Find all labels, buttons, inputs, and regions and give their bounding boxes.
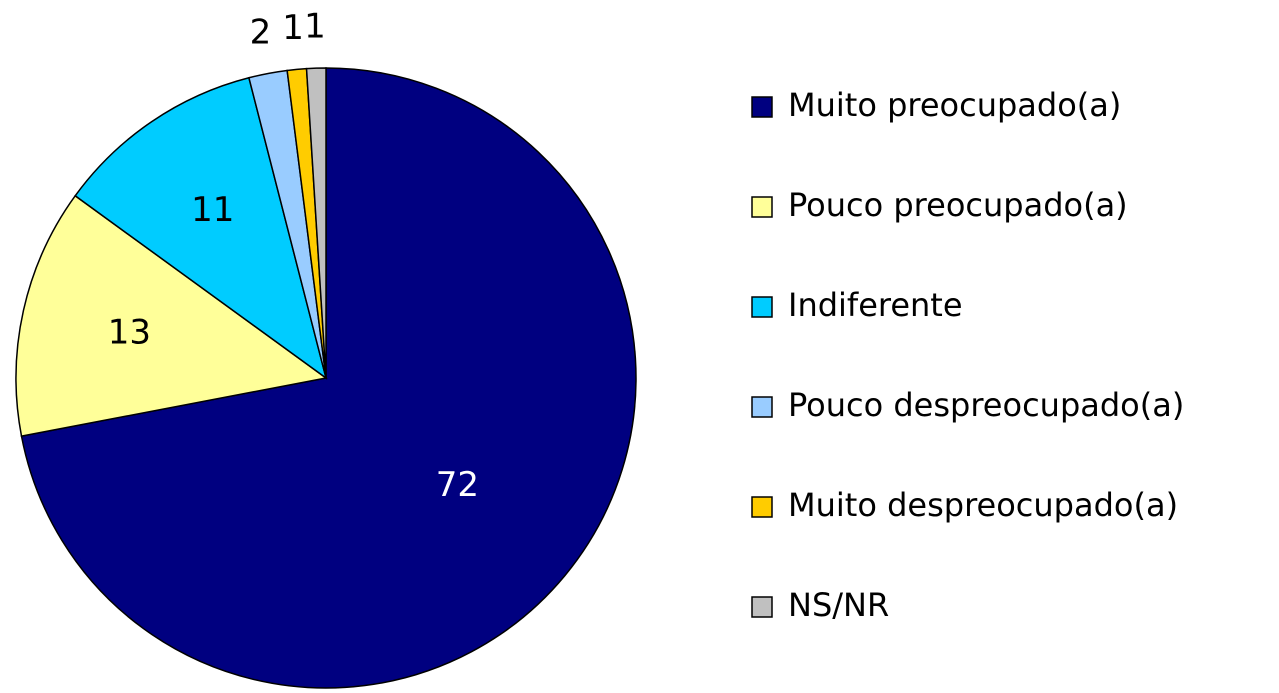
pie-slice — [20, 67, 637, 689]
data-label: 13 — [108, 313, 151, 353]
data-label: 1 — [304, 7, 326, 47]
legend-label: Muito preocupado(a) — [788, 86, 1121, 124]
legend-swatch — [751, 496, 773, 518]
pie-slice — [74, 76, 328, 380]
legend-swatch — [751, 396, 773, 418]
data-label: 1 — [282, 8, 304, 48]
legend-swatch — [751, 96, 773, 118]
legend-swatch — [751, 296, 773, 318]
legend-label: NS/NR — [788, 586, 889, 624]
legend-swatch — [751, 196, 773, 218]
legend-label: Muito despreocupado(a) — [788, 486, 1178, 524]
data-label: 72 — [436, 465, 479, 505]
data-label: 11 — [191, 190, 234, 230]
data-label: 2 — [250, 13, 272, 53]
legend-label: Pouco preocupado(a) — [788, 186, 1128, 224]
legend-label: Indiferente — [788, 286, 963, 324]
pie-slice — [15, 194, 328, 437]
legend-swatch — [751, 596, 773, 618]
pie-slice — [305, 67, 327, 379]
legend-label: Pouco despreocupado(a) — [788, 386, 1184, 424]
